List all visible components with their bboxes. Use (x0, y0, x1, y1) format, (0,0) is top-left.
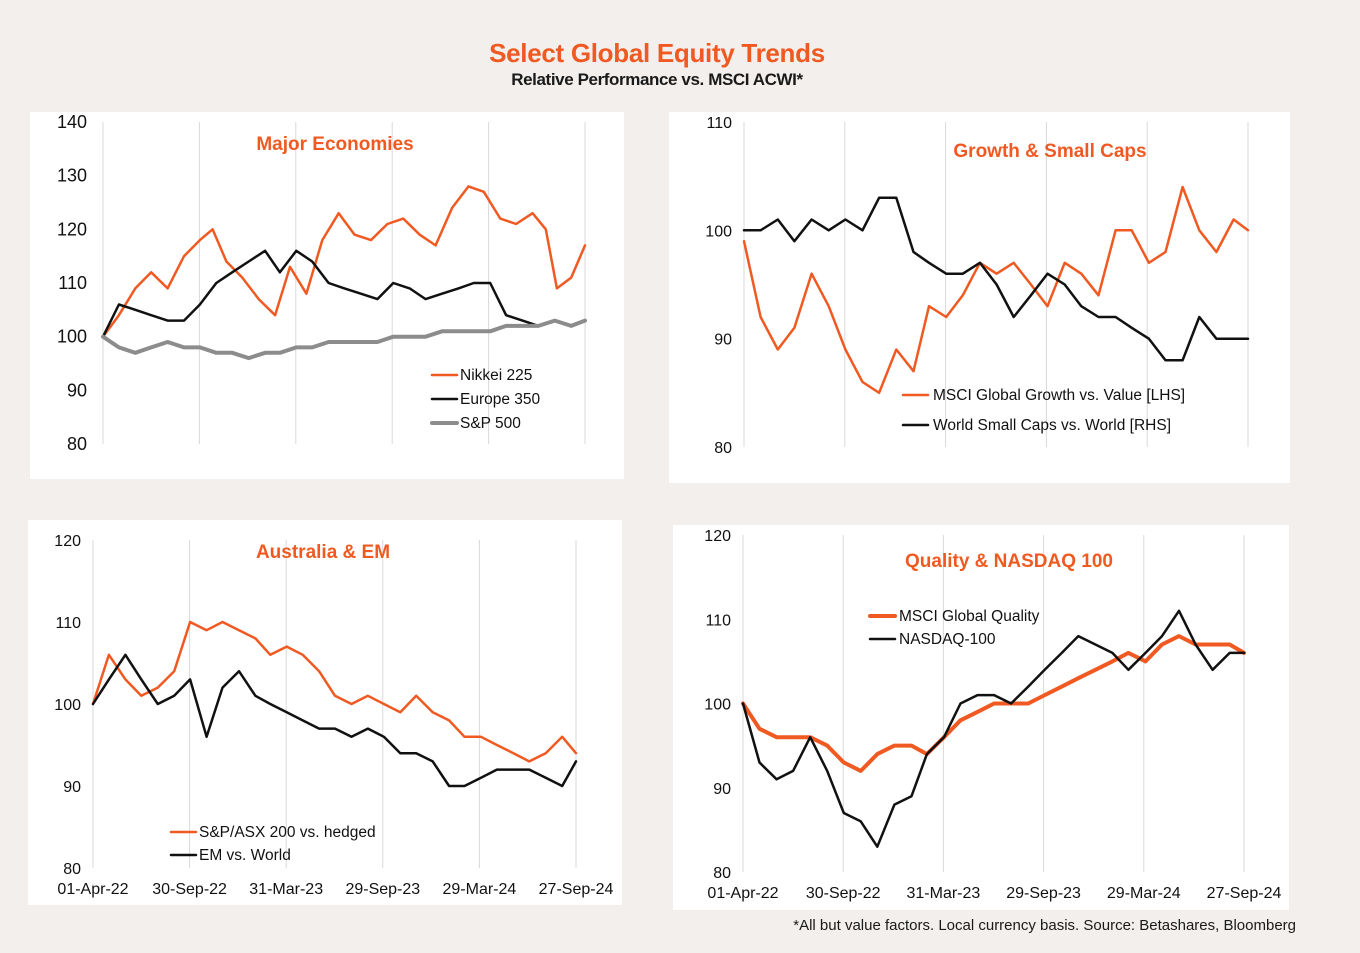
x-tick-label: 01-Apr-22 (707, 885, 778, 902)
legend-label: Nikkei 225 (460, 367, 532, 384)
legend-label: NASDAQ-100 (899, 631, 996, 648)
series-line-1 (742, 196, 1250, 362)
y-tick-label: 110 (55, 615, 81, 632)
y-tick-label: 90 (67, 380, 87, 400)
x-tick-label: 01-Apr-22 (57, 881, 128, 898)
y-tick-label: 110 (705, 612, 731, 629)
x-tick-label: 29-Sep-23 (1006, 885, 1081, 902)
y-tick-label: 110 (58, 273, 87, 293)
legend-label: S&P 500 (460, 415, 521, 432)
x-tick-label: 29-Mar-24 (442, 881, 516, 898)
y-tick-label: 80 (63, 861, 81, 878)
y-tick-label: 80 (713, 865, 731, 882)
chart-australia-em: 80 90 100 110 120 01-Apr-22 30-Sep-22 31-Mar-23… (54, 533, 614, 898)
page-title: Select Global Equity Trends (489, 38, 825, 68)
chart-panel-quality-nasdaq: 80 90 100 110 120 01-Apr-22 30-Sep-22 31-Mar-23… (673, 525, 1289, 910)
chart-panel-australia-em: 80 90 100 110 120 01-Apr-22 30-Sep-22 31-Mar-23… (28, 520, 622, 905)
y-tick-label: 120 (54, 533, 81, 550)
x-tick-label: 29-Sep-23 (345, 881, 420, 898)
x-tick-label: 29-Mar-24 (1107, 885, 1181, 902)
x-tick-label: 31-Mar-23 (249, 881, 323, 898)
x-tick-label: 27-Sep-24 (1207, 885, 1282, 902)
legend-label: World Small Caps vs. World [RHS] (933, 417, 1171, 434)
x-tick-label: 31-Mar-23 (906, 885, 980, 902)
legend-label: EM vs. World (199, 847, 291, 864)
chart-title: Australia & EM (256, 542, 390, 563)
series-line-0 (91, 620, 578, 763)
series-line-0 (741, 634, 1246, 773)
series-line-1 (741, 609, 1246, 848)
y-tick-label: 80 (714, 440, 732, 457)
chart-growth-small-caps: 80 90 100 110 Growth & Small Caps MSCI Global… (705, 115, 1250, 457)
chart-title: Quality & NASDAQ 100 (905, 551, 1113, 572)
y-tick-label: 100 (705, 223, 732, 240)
y-tick-label: 130 (57, 166, 87, 186)
legend-label: MSCI Global Quality (899, 608, 1040, 625)
chart-major-economies: 80 90 100 110 120 130 140 Major Economies Nikkei… (57, 112, 587, 454)
chart-quality-nasdaq: 80 90 100 110 120 01-Apr-22 30-Sep-22 31-Mar-23… (704, 528, 1282, 902)
x-tick-label: 30-Sep-22 (806, 885, 881, 902)
chart-panel-growth-small-caps: 80 90 100 110 Growth & Small Caps MSCI Global… (669, 112, 1290, 483)
x-tick-label: 27-Sep-24 (539, 881, 614, 898)
footnote: *All but value factors. Local currency b… (793, 917, 1296, 934)
y-tick-label: 140 (57, 112, 87, 132)
y-tick-label: 100 (704, 697, 731, 714)
series-line-1 (101, 249, 587, 338)
legend-label: MSCI Global Growth vs. Value [LHS] (933, 387, 1185, 404)
series-line-0 (101, 185, 587, 338)
y-tick-label: 80 (67, 434, 87, 454)
series-line-2 (101, 318, 587, 361)
chart-panel-major-economies: 80 90 100 110 120 130 140 Major Economies Nikkei… (30, 112, 624, 479)
y-tick-label: 100 (57, 327, 87, 347)
x-tick-label: 30-Sep-22 (152, 881, 227, 898)
series-line-0 (742, 185, 1250, 395)
legend-label: S&P/ASX 200 vs. hedged (199, 824, 376, 841)
y-tick-label: 100 (54, 697, 81, 714)
page-subtitle: Relative Performance vs. MSCI ACWI* (511, 70, 803, 89)
y-tick-label: 110 (706, 115, 732, 132)
chart-title: Major Economies (256, 134, 413, 155)
legend-label: Europe 350 (460, 391, 541, 408)
y-tick-label: 90 (714, 332, 732, 349)
y-tick-label: 90 (713, 781, 731, 798)
y-tick-label: 120 (704, 528, 731, 545)
chart-title: Growth & Small Caps (953, 141, 1146, 162)
y-tick-label: 120 (57, 219, 87, 239)
series-line-1 (91, 653, 578, 788)
y-tick-label: 90 (63, 779, 81, 796)
